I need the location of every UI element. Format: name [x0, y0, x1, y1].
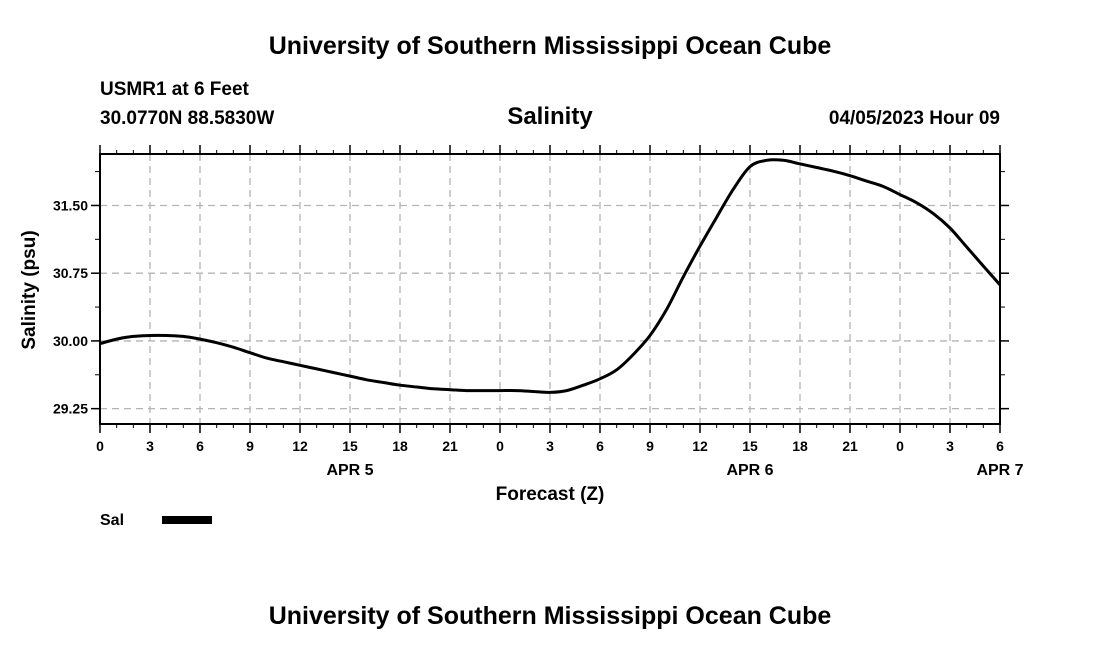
- legend-label-sal: Sal: [100, 512, 124, 529]
- x-tick-label: 0: [896, 438, 904, 454]
- x-tick-label: 18: [792, 438, 808, 454]
- x-tick-label: 15: [342, 438, 358, 454]
- station-coordinates: 30.0770N 88.5830W: [100, 108, 274, 129]
- x-tick-label: 12: [692, 438, 708, 454]
- series-line-sal: [99, 158, 1002, 394]
- forecast-timestamp: 04/05/2023 Hour 09: [829, 108, 1000, 129]
- station-label: USMR1 at 6 Feet: [100, 79, 250, 100]
- x-tick-label: 18: [392, 438, 408, 454]
- x-tick-label: 3: [946, 438, 954, 454]
- x-tick-label: 3: [146, 438, 154, 454]
- x-tick-label: 9: [246, 438, 254, 454]
- x-tick-label: 0: [496, 438, 504, 454]
- day-label: APR 6: [726, 462, 773, 479]
- footer-title: University of Southern Mississippi Ocean…: [269, 602, 832, 630]
- tick-labels: 0 3 6 9 12 15 18 21 0 3 6 9 12 15 18 21 0 3 6 APR 5 APR 6 APR…: [53, 197, 1024, 479]
- day-label: APR 7: [976, 462, 1023, 479]
- y-tick-label: 30.00: [53, 333, 88, 349]
- y-tick-label: 31.50: [53, 197, 88, 213]
- page-title: University of Southern Mississippi Ocean…: [269, 32, 832, 60]
- legend: Sal: [100, 512, 212, 529]
- x-tick-label: 6: [196, 438, 204, 454]
- x-tick-label: 6: [996, 438, 1004, 454]
- day-label: APR 5: [326, 462, 373, 479]
- x-tick-label: 6: [596, 438, 604, 454]
- chart-title: Salinity: [507, 103, 593, 130]
- y-tick-label: 30.75: [53, 265, 88, 281]
- x-tick-label: 3: [546, 438, 554, 454]
- x-tick-label: 0: [96, 438, 104, 454]
- x-tick-label: 9: [646, 438, 654, 454]
- y-axis-title: Salinity (psu): [19, 230, 40, 349]
- x-axis-title: Forecast (Z): [496, 484, 605, 505]
- gridlines: [100, 154, 1000, 424]
- x-tick-label: 15: [742, 438, 758, 454]
- x-tick-label: 12: [292, 438, 308, 454]
- x-tick-label: 21: [442, 438, 458, 454]
- series-group: [99, 158, 1002, 394]
- y-tick-label: 29.25: [53, 401, 88, 417]
- x-tick-label: 21: [842, 438, 858, 454]
- axis-ticks: [91, 145, 1009, 433]
